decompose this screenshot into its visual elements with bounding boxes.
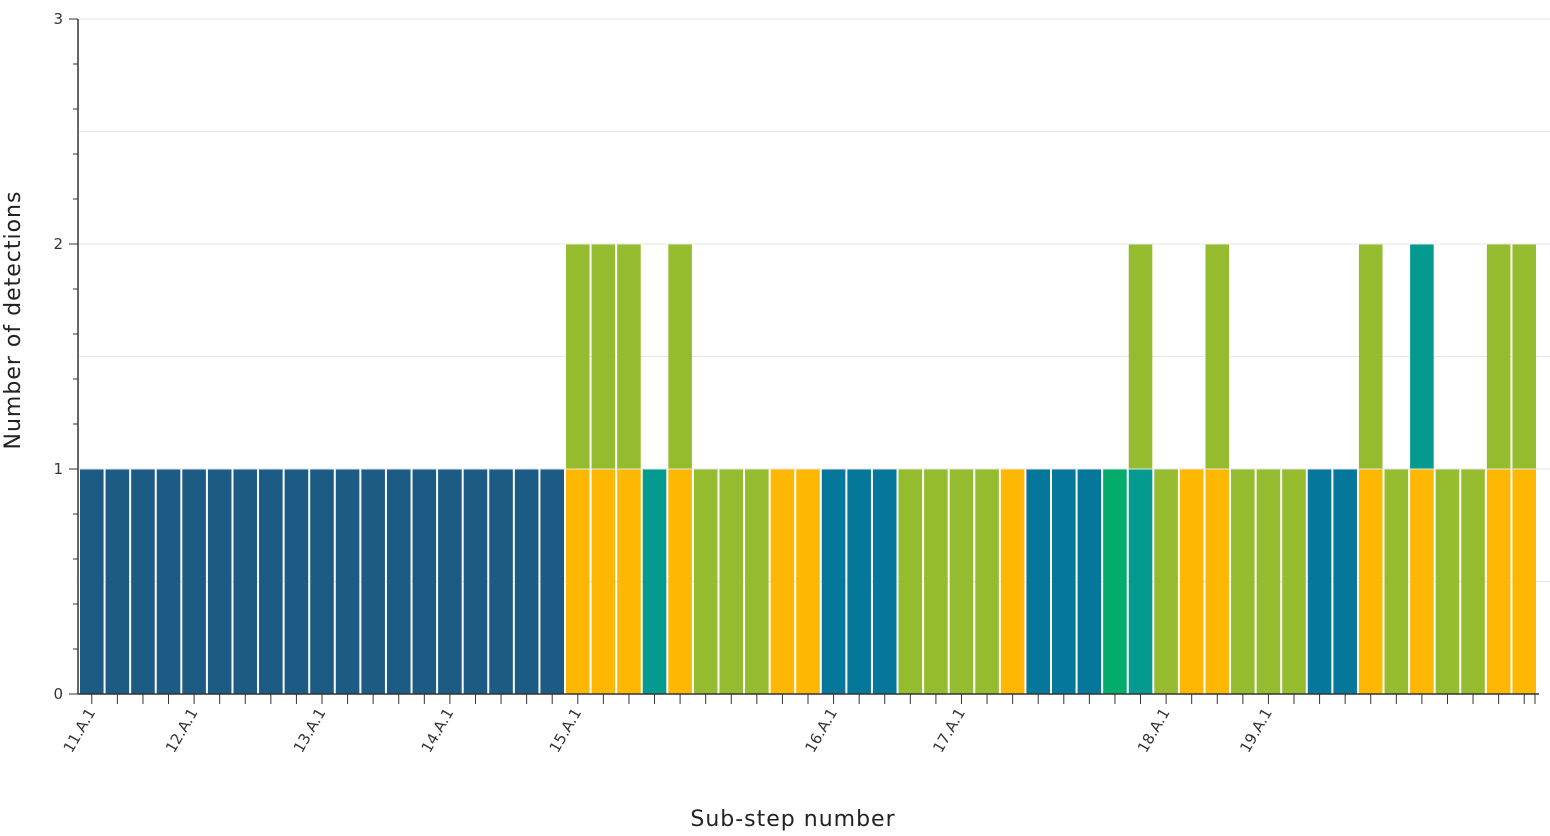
bar-segment — [924, 469, 948, 694]
bar-segment — [156, 469, 181, 694]
bar-segment — [821, 469, 846, 694]
bar-segment — [463, 469, 488, 694]
bar-segment — [1435, 469, 1460, 694]
bar-segment — [719, 469, 744, 694]
x-tick-label: 14.A.1 — [418, 705, 458, 756]
bar-segment — [131, 469, 155, 694]
bar-segment — [668, 244, 692, 469]
bar-segment — [284, 469, 309, 694]
bar-segment — [361, 469, 385, 694]
bar-segment — [1026, 469, 1050, 694]
bar-segment — [898, 469, 923, 694]
bar-segment — [514, 469, 539, 694]
bar-segment — [1410, 244, 1434, 469]
bar-segment — [1205, 244, 1230, 469]
x-tick-label: 18.A.1 — [1134, 705, 1174, 756]
y-tick-label: 0 — [53, 685, 63, 703]
bar-segment — [1410, 469, 1434, 694]
bar-segment — [1461, 469, 1485, 694]
bar-segment — [1358, 244, 1383, 469]
x-tick-label: 11.A.1 — [60, 705, 100, 756]
x-tick-label: 13.A.1 — [290, 705, 330, 756]
bar-segment — [591, 469, 616, 694]
bar-segment — [872, 469, 897, 694]
x-tick-label: 16.A.1 — [801, 705, 841, 756]
bar-segment — [566, 244, 590, 469]
bar-segment — [1077, 469, 1102, 694]
bar-segment — [540, 469, 564, 694]
bar-segment — [1205, 469, 1230, 694]
x-tick-label: 12.A.1 — [162, 705, 202, 756]
bar-segment — [233, 469, 258, 694]
bar-segment — [1333, 469, 1357, 694]
bar-segment — [566, 469, 590, 694]
bar-segment — [438, 469, 462, 694]
bar-segment — [1052, 469, 1076, 694]
bar-segment — [1358, 469, 1383, 694]
bar-segment — [1179, 469, 1204, 694]
bar-segment — [642, 469, 667, 694]
bar-segment — [591, 244, 616, 469]
bar-segment — [310, 469, 334, 694]
x-tick-label: 19.A.1 — [1236, 705, 1276, 756]
bar-segment — [412, 469, 437, 694]
bar-segment — [1000, 469, 1025, 694]
x-axis-title: Sub-step number — [690, 807, 895, 832]
bar-segment — [1128, 244, 1153, 469]
bar-segment — [1154, 469, 1178, 694]
x-tick-label: 15.A.1 — [546, 705, 586, 756]
y-tick-label: 1 — [53, 460, 63, 478]
bar-segment — [207, 469, 232, 694]
bar-segment — [1128, 469, 1153, 694]
y-tick-label: 3 — [53, 10, 63, 28]
bar-segment — [745, 469, 769, 694]
bar-segment — [847, 469, 871, 694]
bar-segment — [259, 469, 283, 694]
bar-segment — [949, 469, 974, 694]
bar-segment — [182, 469, 206, 694]
bar-segment — [796, 469, 820, 694]
bar-segment — [1512, 244, 1536, 469]
bar-segment — [1231, 469, 1255, 694]
bar-segment — [617, 244, 641, 469]
bar-segment — [105, 469, 130, 694]
bar-segment — [1256, 469, 1281, 694]
x-tick-label: 17.A.1 — [929, 705, 969, 756]
bar-segment — [489, 469, 513, 694]
bar-segment — [1103, 469, 1127, 694]
bar-segment — [1384, 469, 1409, 694]
bar-segment — [335, 469, 360, 694]
bar-segment — [617, 469, 641, 694]
bar-segment — [1486, 244, 1511, 469]
bar-series — [80, 244, 1536, 694]
bar-segment — [975, 469, 999, 694]
bar-segment — [386, 469, 411, 694]
bar-segment — [1282, 469, 1306, 694]
bar-segment — [1307, 469, 1332, 694]
bar-segment — [1486, 469, 1511, 694]
bar-segment — [770, 469, 795, 694]
bar-segment — [1512, 469, 1536, 694]
y-tick-label: 2 — [53, 235, 63, 253]
bar-segment — [80, 469, 104, 694]
bar-segment — [693, 469, 718, 694]
bar-segment — [668, 469, 692, 694]
y-axis-title: Number of detections — [1, 191, 26, 450]
